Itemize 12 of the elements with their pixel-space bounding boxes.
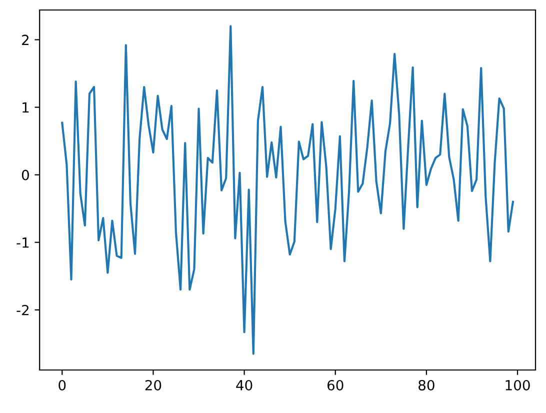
y-tick-label: 1 [22, 102, 29, 113]
x-tick-label: 40 [236, 380, 252, 390]
x-tick-label: 0 [58, 380, 66, 390]
y-tick-label: 2 [22, 34, 28, 45]
x-tick-label: 60 [327, 380, 344, 390]
x-tick-label: 80 [418, 380, 434, 390]
x-tick-label: 20 [145, 380, 162, 390]
y-tick-label: -1 [16, 237, 29, 248]
x-tick-label: 100 [506, 380, 530, 390]
line-series [61, 25, 514, 355]
y-tick-label: -2 [16, 304, 28, 316]
y-tick-label: 0 [22, 170, 29, 180]
